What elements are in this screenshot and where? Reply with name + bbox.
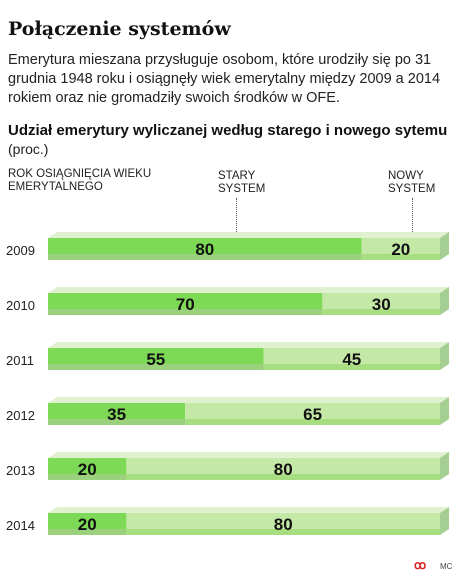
bar-top-face [48,342,449,348]
bar-new-system-shade [361,254,440,260]
bar-old-system-shade [48,529,127,535]
bar-top-face [48,507,449,513]
new-system-value-label: 30 [372,295,391,314]
bar-new-system-shade [185,419,440,425]
new-system-value-label: 45 [342,350,361,369]
unit-label: (proc.) [8,141,49,157]
new-system-header: NOWY SYSTEM [388,170,436,195]
bar-old-system-shade [48,364,264,370]
intro-text: Emerytura mieszana przysługuje osobom, k… [8,52,441,106]
bar-side-face [440,232,449,260]
year-label: 2010 [6,298,35,313]
year-label: 2013 [6,463,35,478]
bar-old-system-shade [48,419,186,425]
bar-old-system-shade [48,474,127,480]
old-system-value-label: 35 [107,405,126,424]
year-label: 2011 [6,353,34,368]
bar-new-system-shade [126,474,441,480]
old-system-value-label: 55 [146,350,165,369]
old-system-value-label: 20 [78,515,97,534]
publisher-logo: ꝏ [414,558,427,572]
new-system-leader [412,198,413,234]
old-system-value-label: 20 [78,460,97,479]
old-system-value-label: 80 [195,240,214,259]
bar-top-face [48,452,449,458]
new-system-value-label: 80 [274,515,293,534]
bar-old-system-shade [48,309,323,315]
old-system-header: STARY SYSTEM [218,170,266,195]
bar-top-face [48,397,449,403]
bar-top-face [48,232,449,238]
new-system-value-label: 80 [274,460,293,479]
old-system-leader [236,198,237,234]
new-system-value-label: 65 [303,405,322,424]
bar-new-system-shade [126,529,441,535]
chart-title: Połączenie systemów [8,18,231,40]
author-credit: MC [440,562,453,571]
bar-old-system-shade [48,254,362,260]
bar-new-system-shade [322,309,440,315]
bar-side-face [440,507,449,535]
bar-side-face [440,397,449,425]
old-system-value-label: 70 [176,295,195,314]
bar-new-system-shade [263,364,440,370]
bar-side-face [440,452,449,480]
year-label: 2014 [6,518,35,533]
bar-top-face [48,287,449,293]
bar-side-face [440,287,449,315]
year-column-header: ROK OSIĄGNIĘCIA WIEKU EMERYTALNEGO [8,168,152,193]
chart-subtitle: Udział emerytury wyliczanej według stare… [8,122,448,139]
bar-side-face [440,342,449,370]
new-system-value-label: 20 [391,240,410,259]
year-label: 2009 [6,243,35,258]
year-label: 2012 [6,408,35,423]
